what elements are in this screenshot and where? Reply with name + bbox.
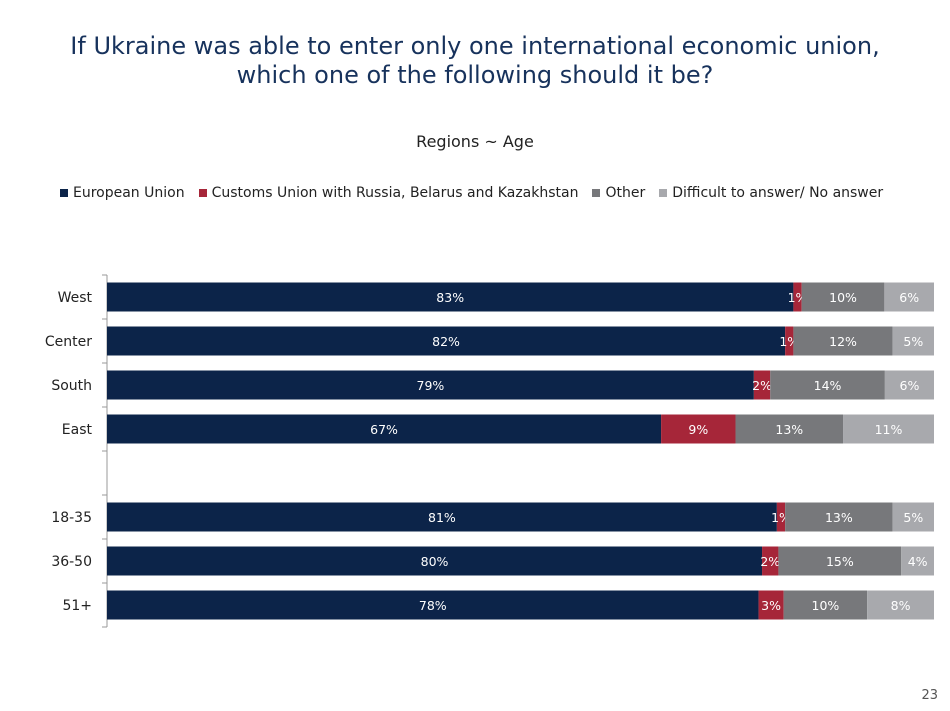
category-label: South [51,378,92,394]
data-label: 81% [428,510,456,525]
bar-segment [776,502,786,532]
legend-label: Customs Union with Russia, Belarus and K… [211,185,579,201]
category-label: Center [45,334,92,350]
data-label: 13% [825,510,853,525]
page-title: If Ukraine was able to enter only one in… [0,32,950,90]
data-label: 82% [432,334,460,349]
bar-segment [107,414,662,444]
data-label: 78% [419,598,447,613]
data-label: 14% [814,378,842,393]
legend-item-other: Other [592,185,645,201]
page-number: 23 [921,688,938,703]
bar-segment [884,370,934,400]
bar-segment [661,414,736,444]
bar-segment [801,282,885,312]
category-label: 18-35 [51,510,92,526]
data-label: 11% [875,422,903,437]
legend-label: Difficult to answer/ No answer [672,185,884,201]
data-label: 83% [436,290,464,305]
bar-segment [785,326,794,356]
title-line-1: If Ukraine was able to enter only one in… [70,32,880,60]
bar-segment [758,590,784,620]
chart-legend: European Union Customs Union with Russia… [60,185,883,201]
data-label: 15% [826,554,854,569]
bar-segment [892,326,934,356]
bar-segment [735,414,844,444]
bar-segment [107,370,754,400]
legend-swatch-eu [60,189,68,197]
data-label: 10% [812,598,840,613]
bar-segment [778,546,902,576]
bar-segment [892,502,934,532]
bar-segment [901,546,934,576]
data-label: 8% [891,598,911,613]
chart-subtitle: Regions ~ Age [416,132,534,151]
legend-item-eu: European Union [60,185,185,201]
bar-segment [753,370,771,400]
bar-segment [107,590,759,620]
data-label: 9% [688,422,708,437]
data-label: 5% [903,334,923,349]
legend-item-no-answer: Difficult to answer/ No answer [659,185,883,201]
data-label: 10% [829,290,857,305]
data-label: 79% [417,378,445,393]
bar-segment [884,282,934,312]
category-label: 36-50 [51,554,92,570]
bar-segment [783,590,868,620]
data-label: 12% [829,334,857,349]
data-label: 13% [775,422,803,437]
bar-segment [762,546,779,576]
bar-segment [843,414,934,444]
category-label: 51+ [62,598,92,614]
data-label: 6% [900,378,920,393]
legend-swatch-other [592,189,601,197]
data-label: 2% [760,554,780,569]
legend-label: European Union [73,185,185,201]
legend-item-customs-union: Customs Union with Russia, Belarus and K… [198,185,579,201]
legend-swatch-customs-union [198,189,207,197]
bar-segment [793,282,802,312]
bar-segment [867,590,934,620]
bar-segment [770,370,885,400]
data-label: 6% [899,290,919,305]
bar-segment [107,326,786,356]
legend-swatch-no-answer [659,189,668,197]
data-label: 80% [421,554,449,569]
bar-segment [107,546,763,576]
bar-segment [785,502,893,532]
title-line-2: which one of the following should it be? [236,61,714,89]
category-label: East [62,422,93,438]
category-label: West [58,290,93,306]
data-label: 4% [908,554,928,569]
legend-label: Other [605,185,646,201]
data-label: 3% [761,598,781,613]
data-label: 2% [752,378,772,393]
data-label: 67% [370,422,398,437]
bar-segment [107,282,794,312]
data-label: 5% [903,510,923,525]
bar-segment [793,326,893,356]
bar-segment [107,502,777,532]
